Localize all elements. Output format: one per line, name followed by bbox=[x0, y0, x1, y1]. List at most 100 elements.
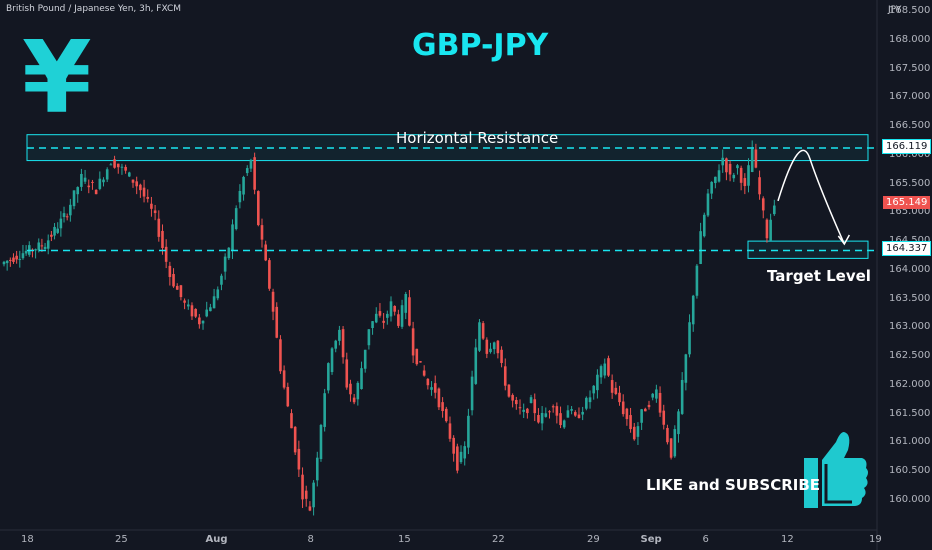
candle-body bbox=[684, 354, 688, 383]
candle-body bbox=[87, 185, 91, 188]
candle-body bbox=[640, 409, 643, 423]
candle-body bbox=[378, 311, 382, 316]
candle-body bbox=[264, 244, 267, 261]
candle-body bbox=[669, 438, 673, 458]
x-tick-label: 25 bbox=[115, 534, 128, 545]
y-tick-label: 165.000 bbox=[889, 206, 931, 218]
candle-body bbox=[614, 387, 618, 394]
candle-body bbox=[636, 426, 640, 437]
candle-body bbox=[478, 322, 481, 351]
candle-body bbox=[533, 399, 537, 414]
x-tick-label: 6 bbox=[702, 534, 709, 545]
candle-body bbox=[290, 413, 293, 429]
candle-body bbox=[253, 157, 256, 190]
yen-sign-icon: ¥ bbox=[22, 19, 92, 136]
candle-body bbox=[422, 370, 426, 376]
candle-body bbox=[419, 361, 422, 363]
candle-body bbox=[271, 291, 275, 312]
y-tick-label: 161.500 bbox=[889, 407, 931, 419]
candle-body bbox=[610, 380, 614, 393]
candle-body bbox=[59, 218, 63, 229]
candle-body bbox=[164, 246, 168, 262]
candle-body bbox=[91, 181, 94, 183]
candle-body bbox=[456, 446, 459, 471]
candle-body bbox=[15, 255, 18, 260]
candle-body bbox=[529, 397, 533, 404]
candle-body bbox=[555, 406, 559, 416]
candle-body bbox=[632, 426, 636, 440]
candle-body bbox=[175, 285, 179, 290]
candle-body bbox=[157, 218, 161, 237]
y-axis-unit: JPY bbox=[888, 5, 902, 15]
candle-body bbox=[511, 395, 514, 401]
candle-body bbox=[349, 383, 352, 395]
candle-body bbox=[128, 172, 131, 177]
x-tick-label: 18 bbox=[21, 534, 34, 545]
candle-body bbox=[459, 451, 463, 463]
candle-body bbox=[492, 342, 496, 350]
candle-body bbox=[677, 411, 680, 435]
candle-body bbox=[515, 399, 518, 405]
candle-body bbox=[651, 393, 654, 398]
y-tick-label: 166.000 bbox=[889, 148, 931, 160]
y-tick-label: 163.000 bbox=[889, 321, 931, 333]
candle-body bbox=[2, 261, 6, 265]
target-label: Target Level bbox=[767, 267, 871, 285]
candle-body bbox=[773, 205, 776, 215]
resistance-label: Horizontal Resistance bbox=[396, 129, 559, 147]
candle-body bbox=[131, 179, 135, 183]
candle-body bbox=[223, 256, 227, 272]
candle-body bbox=[24, 250, 28, 254]
candle-body bbox=[315, 457, 319, 481]
candle-body bbox=[662, 410, 666, 425]
candle-body bbox=[503, 366, 507, 386]
candle-body bbox=[53, 226, 56, 236]
candle-body bbox=[231, 224, 234, 251]
candle-body bbox=[257, 191, 260, 226]
y-tick-label: 167.500 bbox=[889, 62, 931, 74]
y-tick-label: 162.000 bbox=[889, 378, 931, 390]
candle-body bbox=[761, 198, 765, 211]
candle-body bbox=[168, 265, 172, 277]
candle-body bbox=[551, 406, 555, 408]
candle-body bbox=[293, 426, 297, 453]
candle-body bbox=[717, 170, 721, 182]
candle-body bbox=[5, 260, 9, 264]
candle-body bbox=[548, 411, 551, 413]
y-tick-label: 161.000 bbox=[889, 436, 931, 448]
y-tick-label: 165.500 bbox=[889, 177, 931, 189]
candle-body bbox=[62, 213, 66, 217]
candle-body bbox=[496, 340, 500, 354]
candle-body bbox=[714, 176, 717, 184]
candle-body bbox=[518, 407, 522, 409]
candle-body bbox=[415, 348, 419, 365]
candle-body bbox=[411, 328, 415, 356]
candle-body bbox=[146, 196, 150, 199]
candle-body bbox=[43, 246, 47, 249]
candle-body bbox=[433, 383, 437, 393]
candle-body bbox=[172, 273, 175, 287]
candle-body bbox=[116, 163, 120, 168]
candle-body bbox=[725, 158, 728, 173]
candle-body bbox=[12, 257, 15, 262]
like-subscribe-label: LIKE and SUBSCRIBE bbox=[646, 476, 821, 494]
candle-body bbox=[673, 429, 677, 457]
candle-body bbox=[139, 184, 142, 191]
candle-body bbox=[765, 219, 769, 239]
candle-body bbox=[721, 157, 725, 166]
candle-body bbox=[371, 321, 374, 329]
candle-body bbox=[430, 387, 433, 390]
candle-body bbox=[304, 490, 308, 499]
candle-body bbox=[69, 204, 72, 216]
candle-body bbox=[467, 415, 470, 448]
symbol-header: British Pound / Japanese Yen, 3h, FXCM bbox=[6, 4, 182, 14]
y-tick-label: 164.000 bbox=[889, 263, 931, 275]
x-tick-label: 8 bbox=[307, 534, 314, 545]
candle-body bbox=[83, 177, 87, 182]
candle-body bbox=[80, 173, 83, 187]
candle-body bbox=[702, 214, 706, 237]
chart-title: GBP-JPY bbox=[412, 28, 549, 63]
x-tick-label: 19 bbox=[869, 534, 882, 545]
candle-body bbox=[153, 210, 157, 214]
